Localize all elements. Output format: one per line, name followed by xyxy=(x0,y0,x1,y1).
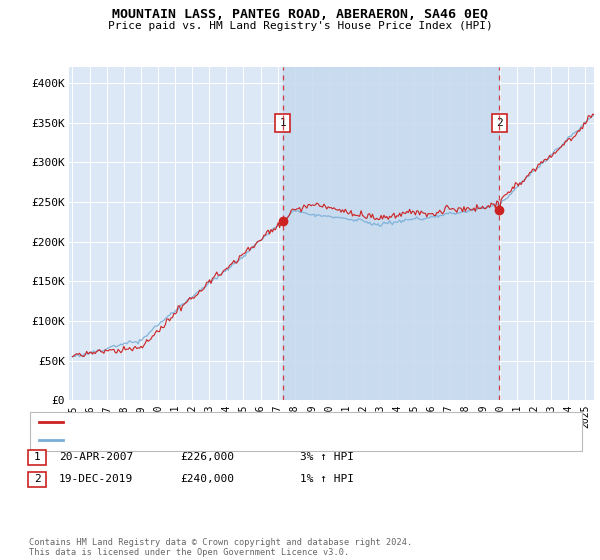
Text: 1% ↑ HPI: 1% ↑ HPI xyxy=(300,474,354,484)
Text: £240,000: £240,000 xyxy=(180,474,234,484)
Text: 1: 1 xyxy=(34,452,41,462)
Text: £226,000: £226,000 xyxy=(180,452,234,462)
Text: 2: 2 xyxy=(34,474,41,484)
Text: MOUNTAIN LASS, PANTEG ROAD, ABERAERON, SA46 0EQ: MOUNTAIN LASS, PANTEG ROAD, ABERAERON, S… xyxy=(112,8,488,21)
Text: Contains HM Land Registry data © Crown copyright and database right 2024.
This d: Contains HM Land Registry data © Crown c… xyxy=(29,538,412,557)
Text: HPI: Average price, detached house, Ceredigion: HPI: Average price, detached house, Cere… xyxy=(69,435,339,445)
Text: 2: 2 xyxy=(496,118,503,128)
Text: 19-DEC-2019: 19-DEC-2019 xyxy=(59,474,133,484)
Text: MOUNTAIN LASS, PANTEG ROAD, ABERAERON, SA46 0EQ (detached house): MOUNTAIN LASS, PANTEG ROAD, ABERAERON, S… xyxy=(69,417,445,427)
Text: 20-APR-2007: 20-APR-2007 xyxy=(59,452,133,462)
Text: Price paid vs. HM Land Registry's House Price Index (HPI): Price paid vs. HM Land Registry's House … xyxy=(107,21,493,31)
Text: 3% ↑ HPI: 3% ↑ HPI xyxy=(300,452,354,462)
Text: 1: 1 xyxy=(280,118,286,128)
Bar xyxy=(283,67,499,400)
